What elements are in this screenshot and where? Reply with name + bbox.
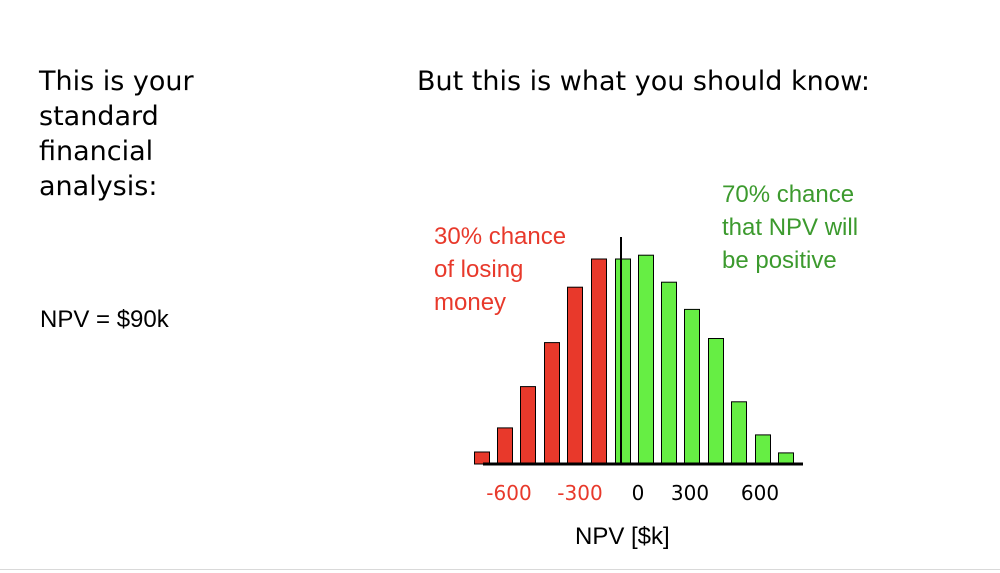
x-tick-label: -600 (486, 481, 531, 505)
histogram-bar (544, 342, 560, 465)
left-heading-line: standard (39, 101, 159, 132)
positive-annotation-line: that NPV will (722, 214, 859, 241)
histogram-bar (661, 281, 677, 465)
positive-annotation-line: be positive (722, 247, 837, 274)
left-heading-line: This is your (39, 66, 194, 97)
left-heading-line: financial (39, 136, 154, 167)
histogram-bar (778, 452, 794, 465)
histogram-bar (497, 427, 513, 465)
histogram-bar (474, 451, 490, 465)
histogram-bar (731, 401, 747, 465)
x-tick-label: 600 (741, 481, 779, 505)
histogram-bar (755, 434, 771, 465)
x-tick-label: 0 (632, 481, 645, 505)
x-tick-label: 300 (671, 481, 709, 505)
histogram-bar (567, 286, 583, 465)
negative-annotation-line: of losing (434, 256, 524, 283)
negative-annotation: 30% chance of losing money (434, 220, 566, 319)
npv-value: NPV = $90k (40, 306, 169, 333)
histogram-bar (708, 338, 724, 465)
histogram-bar (638, 254, 654, 465)
histogram-bar (615, 258, 631, 465)
positive-annotation-line: 70% chance (722, 181, 855, 208)
histogram-bar (684, 308, 700, 465)
negative-annotation-line: money (434, 289, 507, 316)
x-axis-label: NPV [$k] (575, 523, 670, 550)
negative-annotation-line: 30% chance (434, 223, 567, 250)
left-heading: This is your standard financial analysis… (39, 64, 269, 204)
left-heading-line: analysis: (39, 171, 158, 202)
right-heading: But this is what you should know: (417, 66, 870, 97)
histogram-bar (520, 386, 536, 465)
histogram-bar (591, 258, 607, 465)
x-tick-label: -300 (557, 481, 602, 505)
positive-annotation: 70% chance that NPV will be positive (722, 178, 858, 277)
bottom-divider (0, 569, 1000, 570)
